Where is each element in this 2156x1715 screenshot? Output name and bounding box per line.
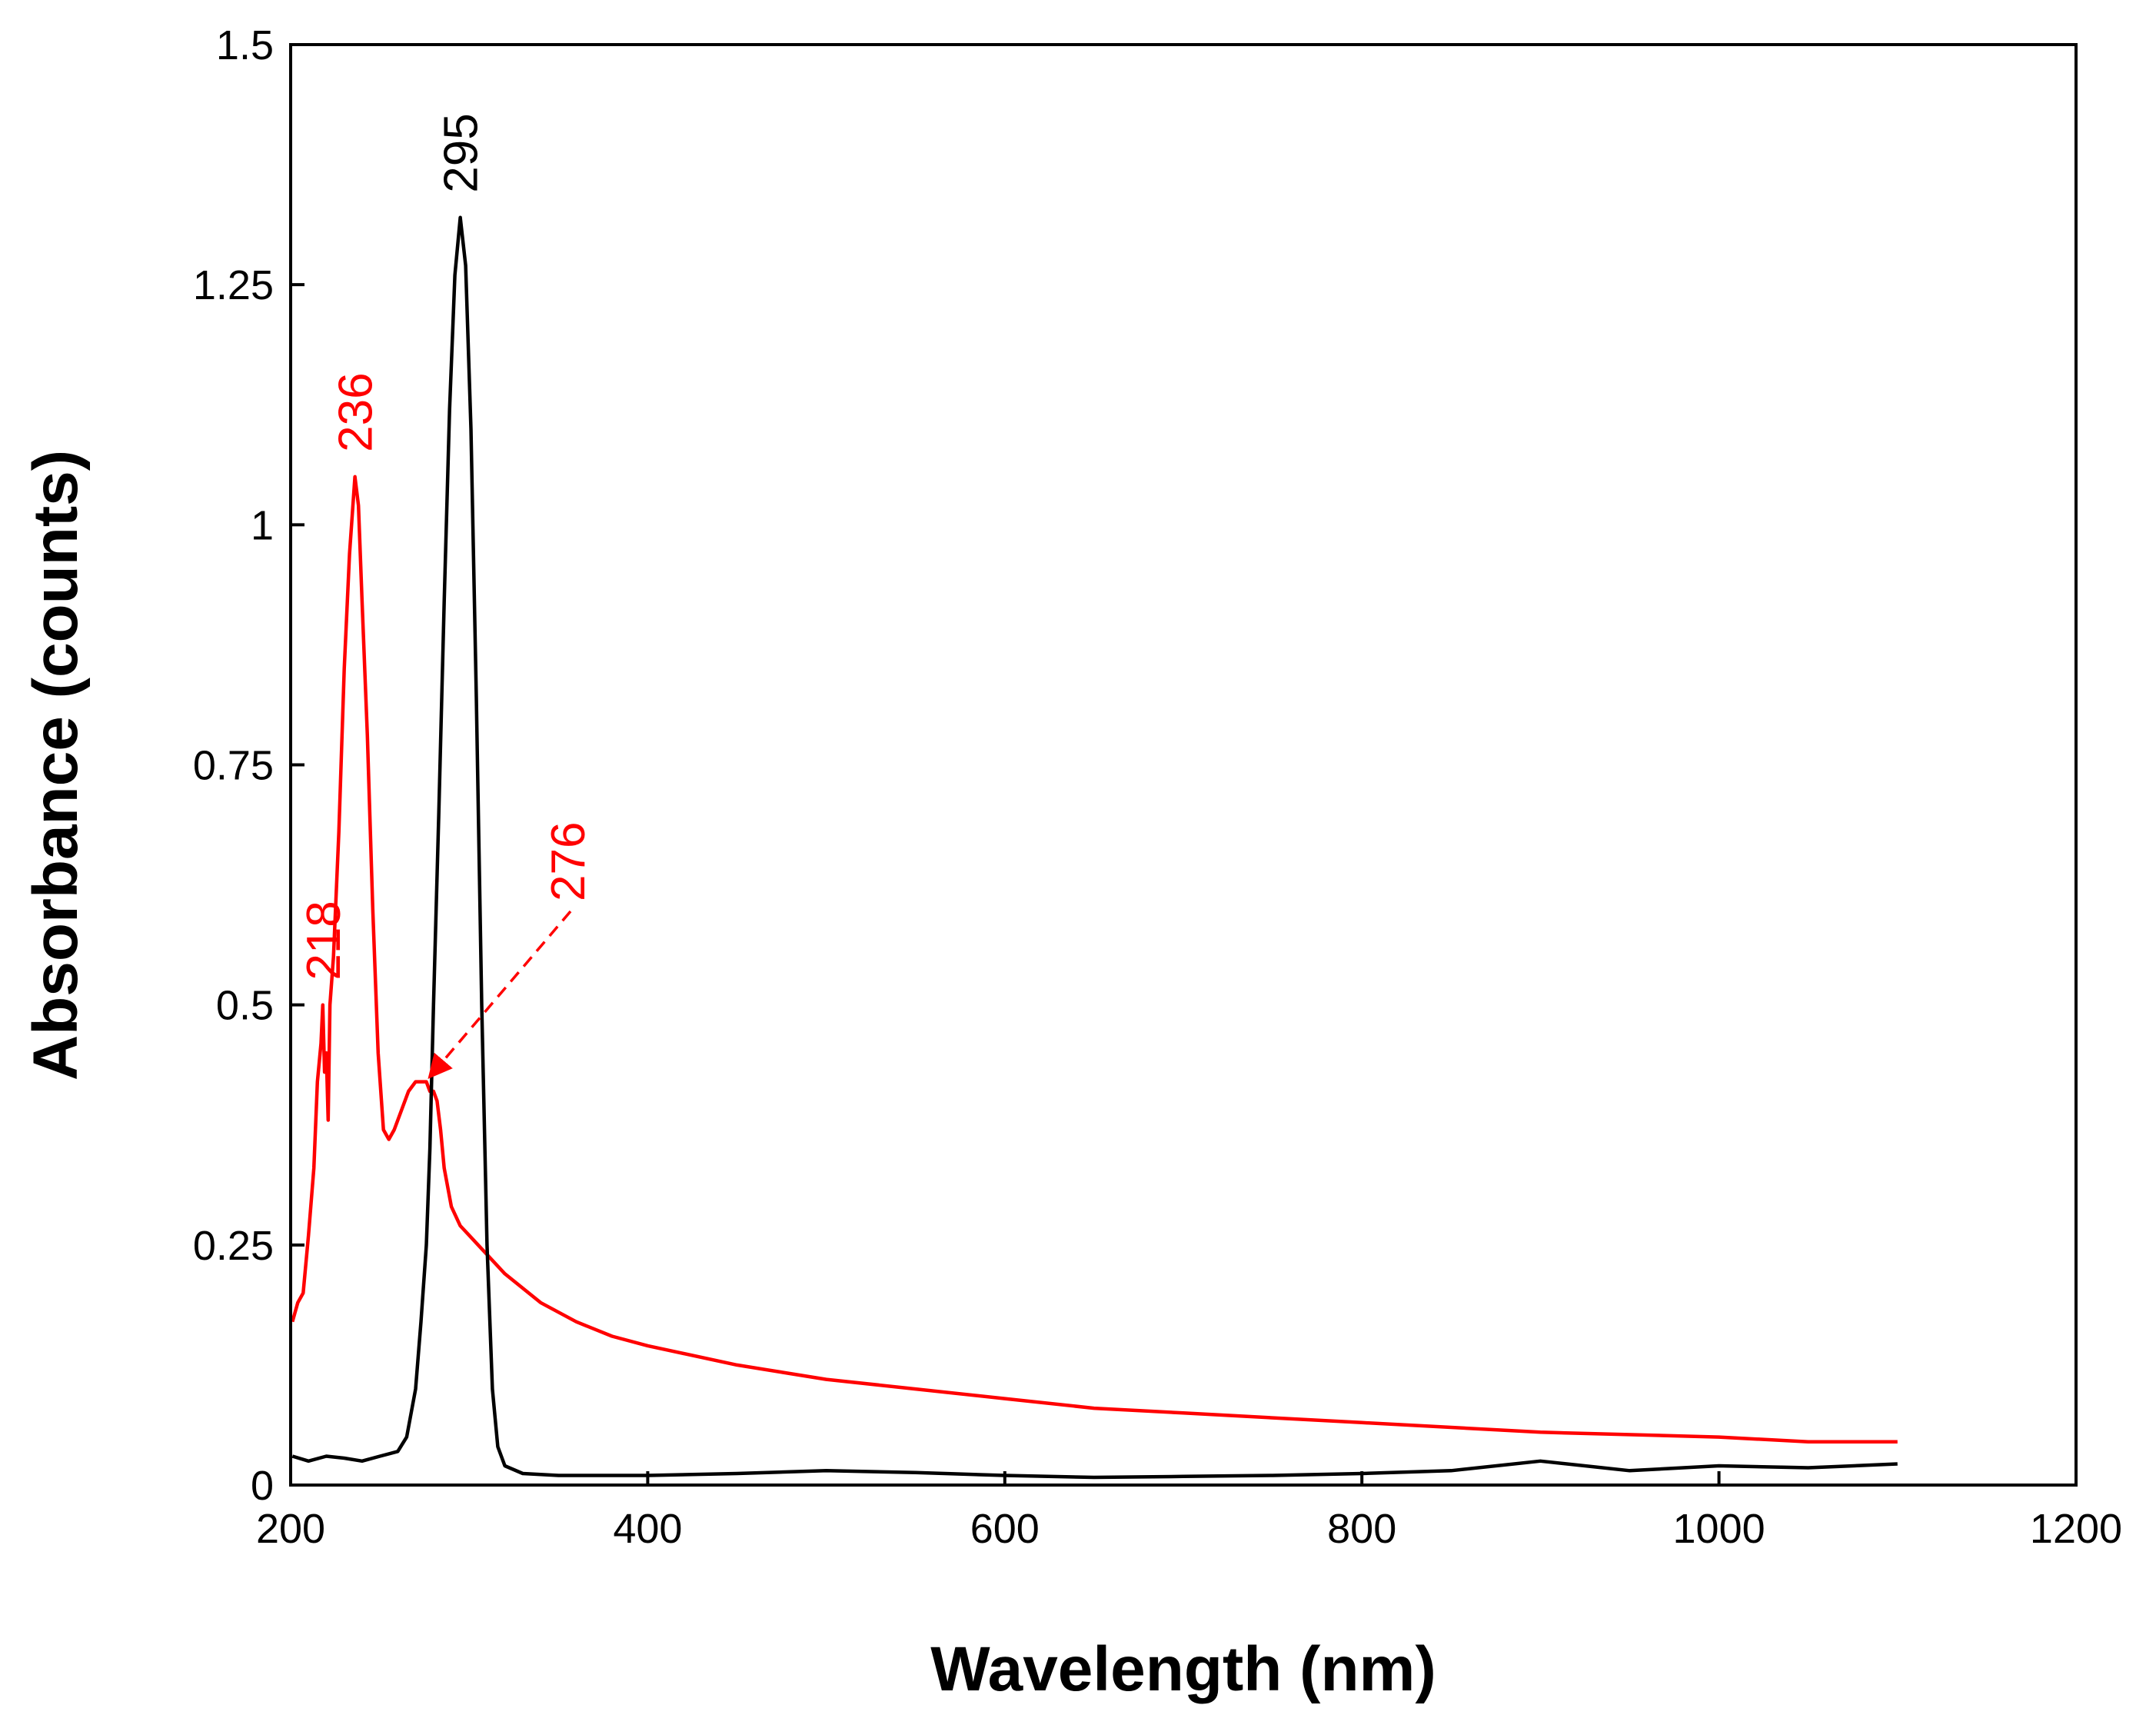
annotation-arrow: [428, 910, 572, 1079]
annotation-layer: 218 236 276 295: [298, 113, 595, 1079]
series-line-red: [291, 475, 1898, 1444]
peak-label: 276: [542, 822, 595, 901]
x-tick-label: 1000: [1673, 1506, 1765, 1552]
x-tick-label: 200: [256, 1506, 325, 1552]
peak-label: 295: [435, 113, 488, 192]
y-tick-label: 1.5: [216, 22, 274, 68]
y-axis-ticks: 0 0.25 0.5 0.75 1 1.25 1.5: [193, 22, 304, 1509]
x-tick-label: 600: [970, 1506, 1040, 1552]
y-tick-label: 0: [251, 1463, 274, 1509]
series-layer: [291, 215, 1898, 1480]
x-axis-ticks: 200 400 600 800 1000 1200: [256, 1471, 2122, 1552]
y-tick-label: 0.75: [193, 743, 274, 789]
x-tick-label: 400: [613, 1506, 682, 1552]
x-tick-label: 800: [1327, 1506, 1396, 1552]
y-tick-label: 1: [251, 502, 274, 548]
y-axis-title: Absorbance (counts): [21, 450, 91, 1081]
y-tick-label: 0.25: [193, 1223, 274, 1269]
y-tick-label: 0.5: [216, 983, 274, 1029]
x-tick-label: 1200: [2030, 1506, 2122, 1552]
y-tick-label: 1.25: [193, 262, 274, 308]
peak-label: 236: [330, 372, 383, 451]
series-line-black: [291, 215, 1898, 1480]
x-axis-title: Wavelength (nm): [930, 1634, 1436, 1704]
peak-label: 218: [298, 901, 351, 980]
